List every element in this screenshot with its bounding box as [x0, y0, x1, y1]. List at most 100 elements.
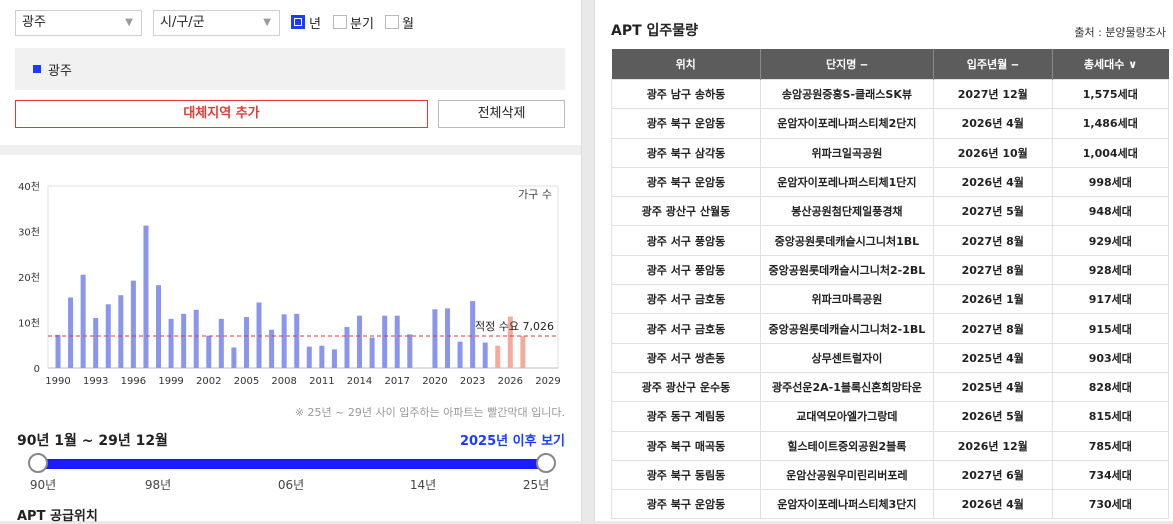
- table-cell: 위파크일곡공원: [759, 137, 934, 168]
- slider-tick: 90년: [29, 478, 57, 492]
- table-cell: 948세대: [1051, 196, 1170, 227]
- checkbox-month-label: 월: [402, 17, 414, 32]
- table-cell: 917세대: [1051, 284, 1170, 315]
- chevron-down-icon: ▼: [263, 17, 271, 28]
- x-tick-label: 1999: [158, 376, 183, 387]
- checkbox-month[interactable]: [385, 15, 399, 29]
- table-cell: 730세대: [1051, 489, 1170, 520]
- column-header-move-in[interactable]: 입주년월 ‒: [933, 49, 1053, 80]
- checkbox-year[interactable]: [291, 15, 305, 29]
- table-cell: 광주 북구 운암동: [611, 489, 761, 520]
- column-header-location[interactable]: 위치: [611, 49, 761, 80]
- table-cell: 운암산공원우미린리버포레: [759, 459, 934, 491]
- table-row[interactable]: 광주 북구 매곡동 힐스테이트중외공원2블록 2026년 12월 785세대: [611, 430, 1170, 461]
- table-cell: 광주 광산구 산월동: [611, 196, 761, 227]
- table-cell: 2026년 1월: [932, 284, 1053, 315]
- region-select-value: 광주: [22, 15, 46, 30]
- region-select[interactable]: 광주 ▼: [15, 10, 142, 36]
- apt-supply-location-title: APT 공급위치: [17, 509, 98, 524]
- table-cell: 송암공원중흥S-클래스SK뷰: [759, 78, 934, 110]
- bar-2024: [482, 342, 488, 368]
- table-cell: 998세대: [1051, 166, 1170, 198]
- checkbox-quarter[interactable]: [333, 15, 347, 29]
- table-row[interactable]: 광주 광산구 산월동 봉산공원첨단제일풍경채 2027년 5월 948세대: [611, 196, 1170, 227]
- section-divider: [0, 145, 581, 155]
- chart-note: ※ 25년 ~ 29년 사이 입주하는 아파트는 빨간막대 입니다.: [294, 406, 565, 419]
- table-cell: 광주 서구 금호동: [611, 284, 761, 315]
- table-cell: 2027년 8월: [932, 254, 1053, 286]
- right-panel: APT 입주물량 출처 : 분양물량조사 위치 단지명 ‒ 입주년월 ‒ 총세대…: [594, 0, 1173, 521]
- period-slider-track[interactable]: [38, 459, 546, 469]
- table-row[interactable]: 광주 북구 운암동 운암자이포레나퍼스티체1단지 2026년 4월 998세대: [611, 166, 1170, 198]
- bar-2000: [181, 313, 187, 368]
- slider-tick: 06년: [277, 478, 305, 492]
- x-tick-label: 2008: [271, 376, 296, 387]
- table-cell: 광주 북구 운암동: [611, 166, 761, 198]
- y-tick-label: 10천: [18, 318, 40, 330]
- table-cell: 815세대: [1051, 401, 1170, 432]
- apt-table: 위치 단지명 ‒ 입주년월 ‒ 총세대수 ∨ 광주 남구 송하동 송암공원중흥S-…: [611, 49, 1170, 520]
- apt-move-in-title: APT 입주물량: [611, 23, 699, 39]
- column-header-households[interactable]: 총세대수 ∨: [1052, 49, 1169, 80]
- after-2025-link[interactable]: 2025년 이후 보기: [459, 434, 565, 449]
- table-row[interactable]: 광주 광산구 운수동 광주선운2A-1블록신혼희망타운 2025년 4월 828세대: [611, 371, 1170, 403]
- table-row[interactable]: 광주 서구 금호동 위파크마륵공원 2026년 1월 917세대: [611, 284, 1170, 315]
- bar-2021: [444, 308, 450, 368]
- district-select[interactable]: 시/구/군 ▼: [153, 10, 280, 36]
- table-cell: 2025년 4월: [932, 371, 1053, 403]
- table-cell: 2026년 4월: [932, 166, 1053, 198]
- bar-1998: [156, 285, 162, 368]
- bar-1990: [55, 334, 61, 368]
- table-cell: 2027년 12월: [932, 78, 1053, 110]
- bar-1999: [168, 318, 174, 368]
- table-cell: 1,486세대: [1051, 108, 1170, 139]
- table-row[interactable]: 광주 서구 풍암동 중앙공원롯데캐슬시그니처1BL 2027년 8월 929세대: [611, 225, 1170, 256]
- column-header-complex[interactable]: 단지명 ‒: [760, 49, 934, 80]
- table-row[interactable]: 광주 서구 쌍촌동 상무센트럴자이 2025년 4월 903세대: [611, 342, 1170, 373]
- table-cell: 운암자이포레나퍼스티체1단지: [759, 166, 934, 198]
- table-cell: 2026년 4월: [932, 489, 1053, 520]
- table-row[interactable]: 광주 북구 삼각동 위파크일곡공원 2026년 10월 1,004세대: [611, 137, 1170, 168]
- slider-start-handle[interactable]: [28, 453, 48, 473]
- delete-all-button[interactable]: 전체삭제: [438, 100, 565, 128]
- table-cell: 2026년 10월: [932, 137, 1053, 168]
- bar-2018: [407, 334, 413, 368]
- source-label: 출처 : 분양물량조사: [1074, 26, 1166, 39]
- table-row[interactable]: 광주 서구 풍암동 중앙공원롯데캐슬시그니처2-2BL 2027년 8월 928세대: [611, 254, 1170, 286]
- table-cell: 광주 북구 삼각동: [611, 137, 761, 168]
- bar-2026: [507, 316, 513, 368]
- table-cell: 광주 남구 송하동: [611, 78, 761, 110]
- bar-1995: [118, 295, 124, 368]
- table-cell: 2026년 5월: [932, 401, 1053, 432]
- table-cell: 광주 북구 운암동: [611, 108, 761, 139]
- bar-2022: [457, 341, 463, 368]
- table-cell: 2027년 8월: [932, 225, 1053, 256]
- add-region-button[interactable]: 대체지역 추가: [15, 100, 428, 128]
- table-cell: 903세대: [1051, 342, 1170, 373]
- table-cell: 운암자이포레나퍼스티체3단지: [759, 489, 934, 520]
- legend-square-icon: [33, 65, 41, 73]
- x-tick-label: 1993: [83, 376, 108, 387]
- x-tick-label: 2005: [234, 376, 259, 387]
- table-cell: 828세대: [1051, 371, 1170, 403]
- table-cell: 운암자이포레나퍼스티체2단지: [759, 108, 934, 139]
- bar-2014: [357, 315, 363, 368]
- table-row[interactable]: 광주 북구 동림동 운암산공원우미린리버포레 2027년 6월 734세대: [611, 459, 1170, 491]
- table-cell: 중앙공원롯데캐슬시그니처2-2BL: [759, 254, 934, 286]
- table-cell: 2027년 8월: [932, 313, 1053, 344]
- table-row[interactable]: 광주 북구 운암동 운암자이포레나퍼스티체2단지 2026년 4월 1,486세대: [611, 108, 1170, 139]
- table-cell: 광주 북구 동림동: [611, 459, 761, 491]
- table-row[interactable]: 광주 동구 계림동 교대역모아엘가그랑데 2026년 5월 815세대: [611, 401, 1170, 432]
- table-cell: 중앙공원롯데캐슬시그니처1BL: [759, 225, 934, 256]
- x-tick-label: 2011: [309, 376, 334, 387]
- x-tick-label: 2020: [422, 376, 447, 387]
- table-row[interactable]: 광주 서구 금호동 중앙공원롯데캐슬시그니처2-1BL 2027년 8월 915세대: [611, 313, 1170, 344]
- table-row[interactable]: 광주 남구 송하동 송암공원중흥S-클래스SK뷰 2027년 12월 1,575세대: [611, 78, 1170, 110]
- table-cell: 1,004세대: [1051, 137, 1170, 168]
- table-cell: 광주 동구 계림동: [611, 401, 761, 432]
- bar-2009: [294, 313, 300, 368]
- slider-end-handle[interactable]: [536, 453, 556, 473]
- district-select-value: 시/구/군: [160, 15, 205, 30]
- bar-2003: [218, 318, 224, 368]
- table-row[interactable]: 광주 북구 운암동 운암자이포레나퍼스티체3단지 2026년 4월 730세대: [611, 489, 1170, 520]
